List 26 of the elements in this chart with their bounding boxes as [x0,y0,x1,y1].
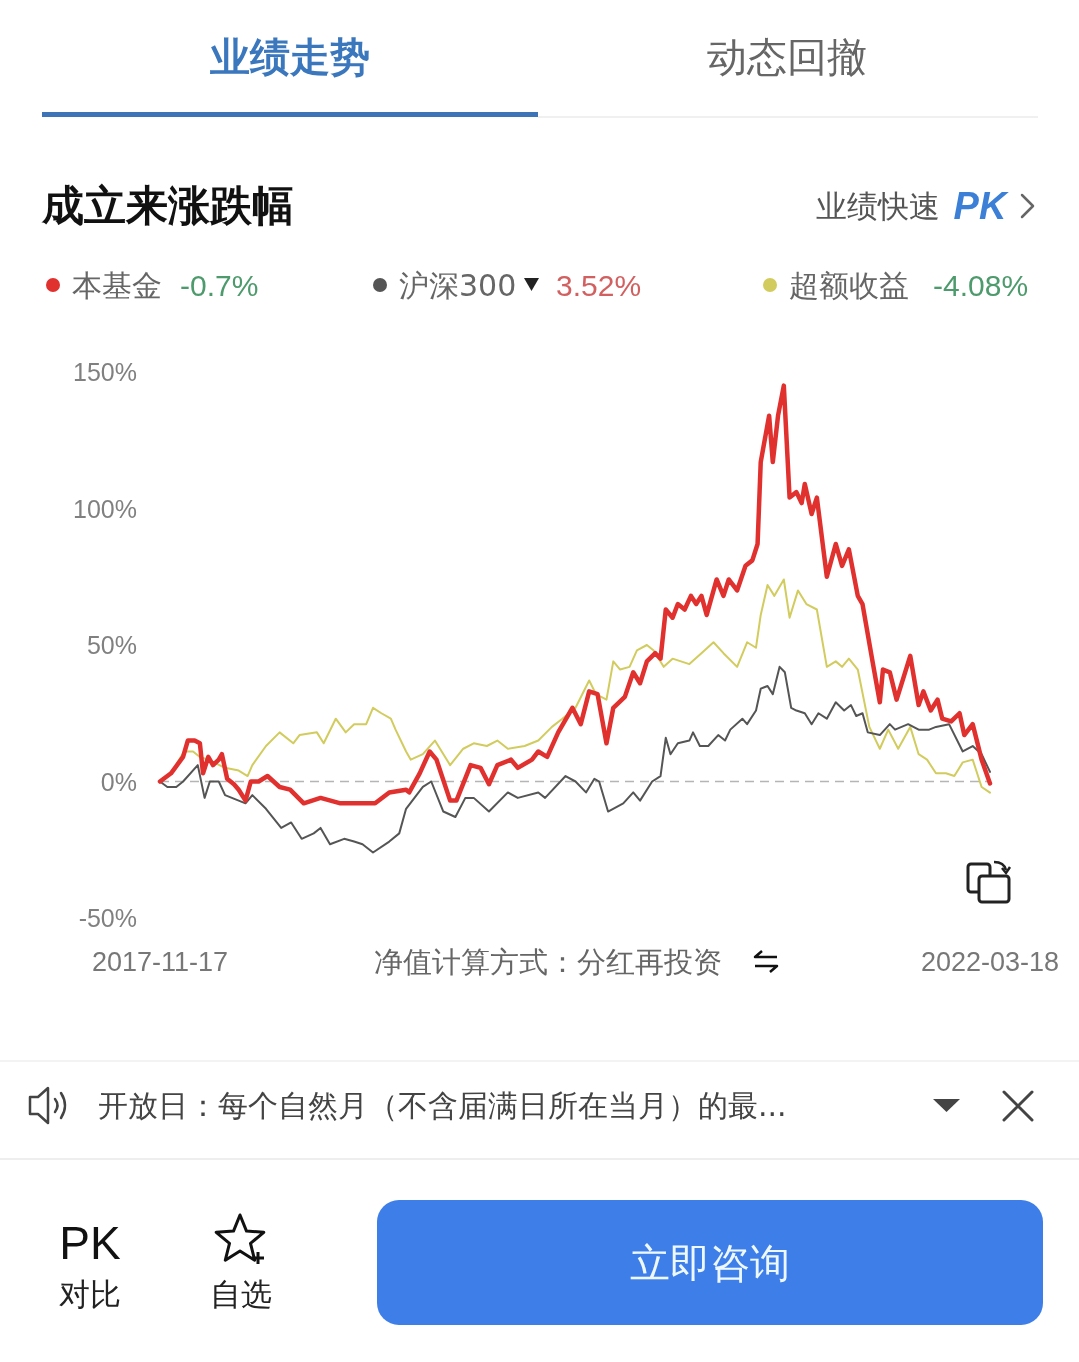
chart-title: 成立来涨跌幅 [41,180,294,230]
text: 3.52% [556,268,642,302]
x-tick-label: 2017-11-17 [91,947,229,977]
text: -0.7% [180,268,259,302]
y-tick-label: -50% [78,904,137,932]
text: PK [59,1217,121,1269]
text: 立即咨询 [630,1240,790,1286]
legend-label: 超额收益 [789,267,909,303]
text: -4.08% [933,268,1029,302]
line-series [159,665,991,854]
text: 业绩快速 [816,188,940,224]
line-series [157,383,993,806]
y-tick-label: 150% [73,358,137,386]
x-tick-label: 2022-03-18 [920,947,1060,977]
legend-label: 沪深300 [399,267,517,303]
legend-label: 本基金 [72,267,162,303]
y-tick-label: 50% [86,631,137,659]
y-tick-label: 0% [100,767,137,796]
y-tick-label: 100% [73,494,137,523]
text: 业绩走势 [209,34,370,80]
text: 净值计算方式：分红再投资 [374,945,722,979]
text: 开放日：每个自然月（不含届满日所在当月）的最... [98,1087,787,1123]
text: 对比 [59,1276,121,1312]
text: PK [953,185,1009,227]
text: 动态回撤 [707,34,867,80]
text: 自选 [210,1276,272,1312]
